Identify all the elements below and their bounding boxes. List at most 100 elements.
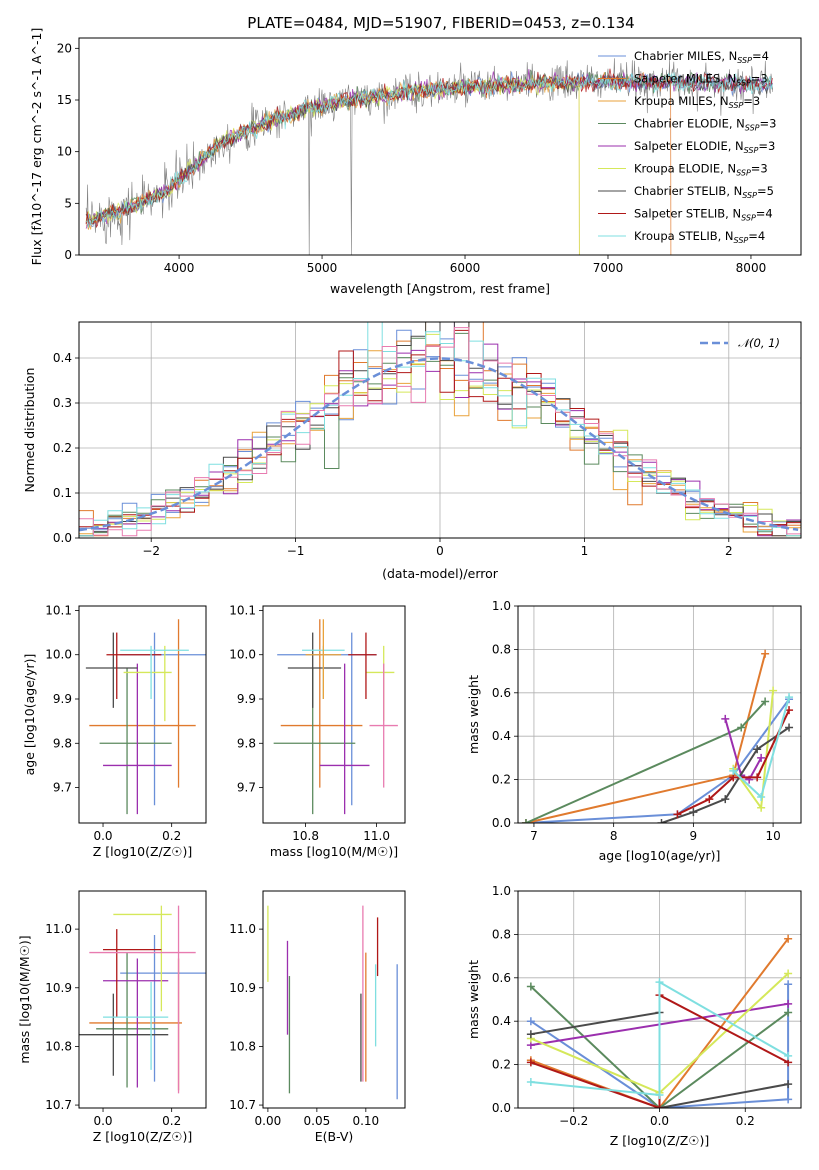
weight-marker bbox=[729, 766, 738, 775]
legend-entry-label: Kroupa MILES, NSSP=3 bbox=[634, 94, 760, 110]
axes-frame bbox=[78, 37, 802, 256]
mass-weight-vs-metallicity-chart: −0.2 0.0 0.2 0.0 0.2 0.4 0.6 0.8 1.0 Z [log10(Z/Z… bbox=[466, 884, 802, 1148]
axes-frame bbox=[517, 605, 802, 824]
plot-area bbox=[79, 322, 801, 537]
y-tick-label: 0 bbox=[64, 248, 72, 262]
y-tick-label: 0.2 bbox=[492, 1058, 511, 1072]
mass-weight-vs-age-chart: 7 8 9 10 0.0 0.2 0.4 0.6 0.8 1.0 age [log10(age/yr… bbox=[466, 599, 802, 863]
legend-entry-label: Salpeter STELIB, NSSP=4 bbox=[634, 207, 773, 223]
y-tick-label: 1.0 bbox=[492, 599, 511, 613]
weight-marker bbox=[655, 978, 664, 987]
legend-entry-label: 𝒩(0, 1) bbox=[738, 336, 780, 350]
y-tick-label: 0.6 bbox=[492, 686, 511, 700]
legend-entry-label: Chabrier MILES, NSSP=4 bbox=[634, 49, 769, 65]
x-tick-label: 0.2 bbox=[162, 1114, 181, 1128]
y-tick-label: 0.0 bbox=[492, 1101, 511, 1115]
y-tick-label: 20 bbox=[57, 41, 72, 55]
plot-area bbox=[526, 934, 793, 1108]
model-line-chabrier-stelib bbox=[85, 72, 773, 225]
legend-nssp: =5 bbox=[757, 184, 774, 198]
y-tick-label: 11.0 bbox=[229, 922, 256, 936]
y-tick-label: 10 bbox=[57, 145, 72, 159]
x-tick-label: 4000 bbox=[164, 261, 195, 275]
y-tick-label: 10.0 bbox=[229, 648, 256, 662]
weight-marker bbox=[657, 819, 666, 823]
x-tick-label: 0.2 bbox=[736, 1114, 755, 1128]
y-tick-label: 0.0 bbox=[492, 816, 511, 830]
y-tick-label: 9.7 bbox=[237, 781, 256, 795]
legend-entry-label: Chabrier STELIB, NSSP=5 bbox=[634, 184, 774, 200]
x-tick-label: 1 bbox=[581, 544, 589, 558]
legend-subscript: SSP bbox=[729, 101, 744, 110]
axes-frame bbox=[262, 605, 406, 824]
y-tick-label: 0.3 bbox=[53, 396, 72, 410]
x-tick-label: 9 bbox=[690, 829, 698, 843]
legend-name: Salpeter STELIB, N bbox=[634, 207, 741, 221]
weight-marker bbox=[784, 980, 793, 989]
weight-marker bbox=[526, 1017, 535, 1026]
y-tick-label: 0.0 bbox=[53, 531, 72, 545]
legend-nssp: =4 bbox=[748, 229, 765, 243]
x-tick-label: 8000 bbox=[736, 261, 767, 275]
x-tick-label: 7000 bbox=[593, 261, 624, 275]
weight-marker bbox=[757, 753, 766, 762]
x-tick-label: 8 bbox=[610, 829, 618, 843]
x-tick-label: 0.0 bbox=[650, 1114, 669, 1128]
axes-frame bbox=[78, 890, 207, 1109]
weight-marker bbox=[705, 795, 714, 804]
y-tick-label: 1.0 bbox=[492, 884, 511, 898]
weight-marker bbox=[784, 999, 793, 1008]
y-axis-label: Flux [fλ10^-17 erg cm^-2 s^-1 A^-1] bbox=[29, 28, 44, 266]
x-tick-label: 0 bbox=[436, 544, 444, 558]
y-tick-label: 10.1 bbox=[229, 603, 256, 617]
x-axis-label: mass [log10(M/M☉)] bbox=[270, 844, 398, 859]
x-tick-label: 2 bbox=[725, 544, 733, 558]
y-tick-label: 10.9 bbox=[45, 981, 72, 995]
weight-marker bbox=[784, 969, 793, 978]
weight-marker bbox=[784, 1008, 793, 1017]
y-tick-label: 15 bbox=[57, 93, 72, 107]
x-tick-label: 10.8 bbox=[292, 829, 319, 843]
x-tick-label: 7 bbox=[530, 829, 538, 843]
legend-subscript: SSP bbox=[745, 124, 760, 133]
y-axis-label: Normed distribution bbox=[22, 368, 37, 493]
y-tick-label: 10.9 bbox=[229, 981, 256, 995]
x-tick-label: −0.2 bbox=[559, 1114, 588, 1128]
y-tick-label: 0.4 bbox=[492, 729, 511, 743]
weight-line bbox=[530, 938, 789, 1108]
legend-subscript: SSP bbox=[737, 56, 752, 65]
legend-subscript: SSP bbox=[734, 236, 749, 245]
y-tick-label: 0.8 bbox=[492, 927, 511, 941]
weight-marker bbox=[753, 773, 762, 782]
weight-marker bbox=[761, 697, 770, 706]
plot-area bbox=[85, 58, 773, 255]
weight-marker bbox=[784, 1051, 793, 1060]
x-tick-label: 6000 bbox=[450, 261, 481, 275]
y-tick-label: 9.9 bbox=[237, 692, 256, 706]
legend-entry-label: Salpeter MILES, NSSP=3 bbox=[634, 72, 768, 88]
x-axis-label: Z [log10(Z/Z☉)] bbox=[93, 844, 193, 859]
weight-marker bbox=[673, 810, 682, 819]
plot-area bbox=[79, 905, 206, 1094]
legend-nssp: =4 bbox=[752, 49, 769, 63]
weight-marker bbox=[655, 1104, 664, 1108]
histogram-step-line bbox=[79, 329, 801, 536]
x-tick-label: 0.05 bbox=[304, 1114, 331, 1128]
legend-subscript: SSP bbox=[744, 146, 759, 155]
axes-frame bbox=[262, 890, 406, 1109]
weight-marker bbox=[784, 1080, 793, 1089]
legend-nssp: =3 bbox=[751, 72, 768, 86]
legend-nssp: =4 bbox=[756, 207, 773, 221]
x-tick-label: −2 bbox=[142, 544, 160, 558]
legend-name: Chabrier MILES, N bbox=[634, 49, 737, 63]
legend-entry-label: Salpeter ELODIE, NSSP=3 bbox=[634, 139, 775, 155]
y-tick-label: 0.6 bbox=[492, 971, 511, 985]
axes-frame bbox=[78, 605, 207, 824]
histogram-step-line bbox=[79, 327, 801, 537]
weight-marker bbox=[526, 1058, 535, 1067]
x-tick-label: 10 bbox=[765, 829, 780, 843]
y-tick-label: 10.0 bbox=[45, 648, 72, 662]
weight-marker bbox=[521, 819, 530, 823]
legend-subscript: SSP bbox=[741, 214, 756, 223]
